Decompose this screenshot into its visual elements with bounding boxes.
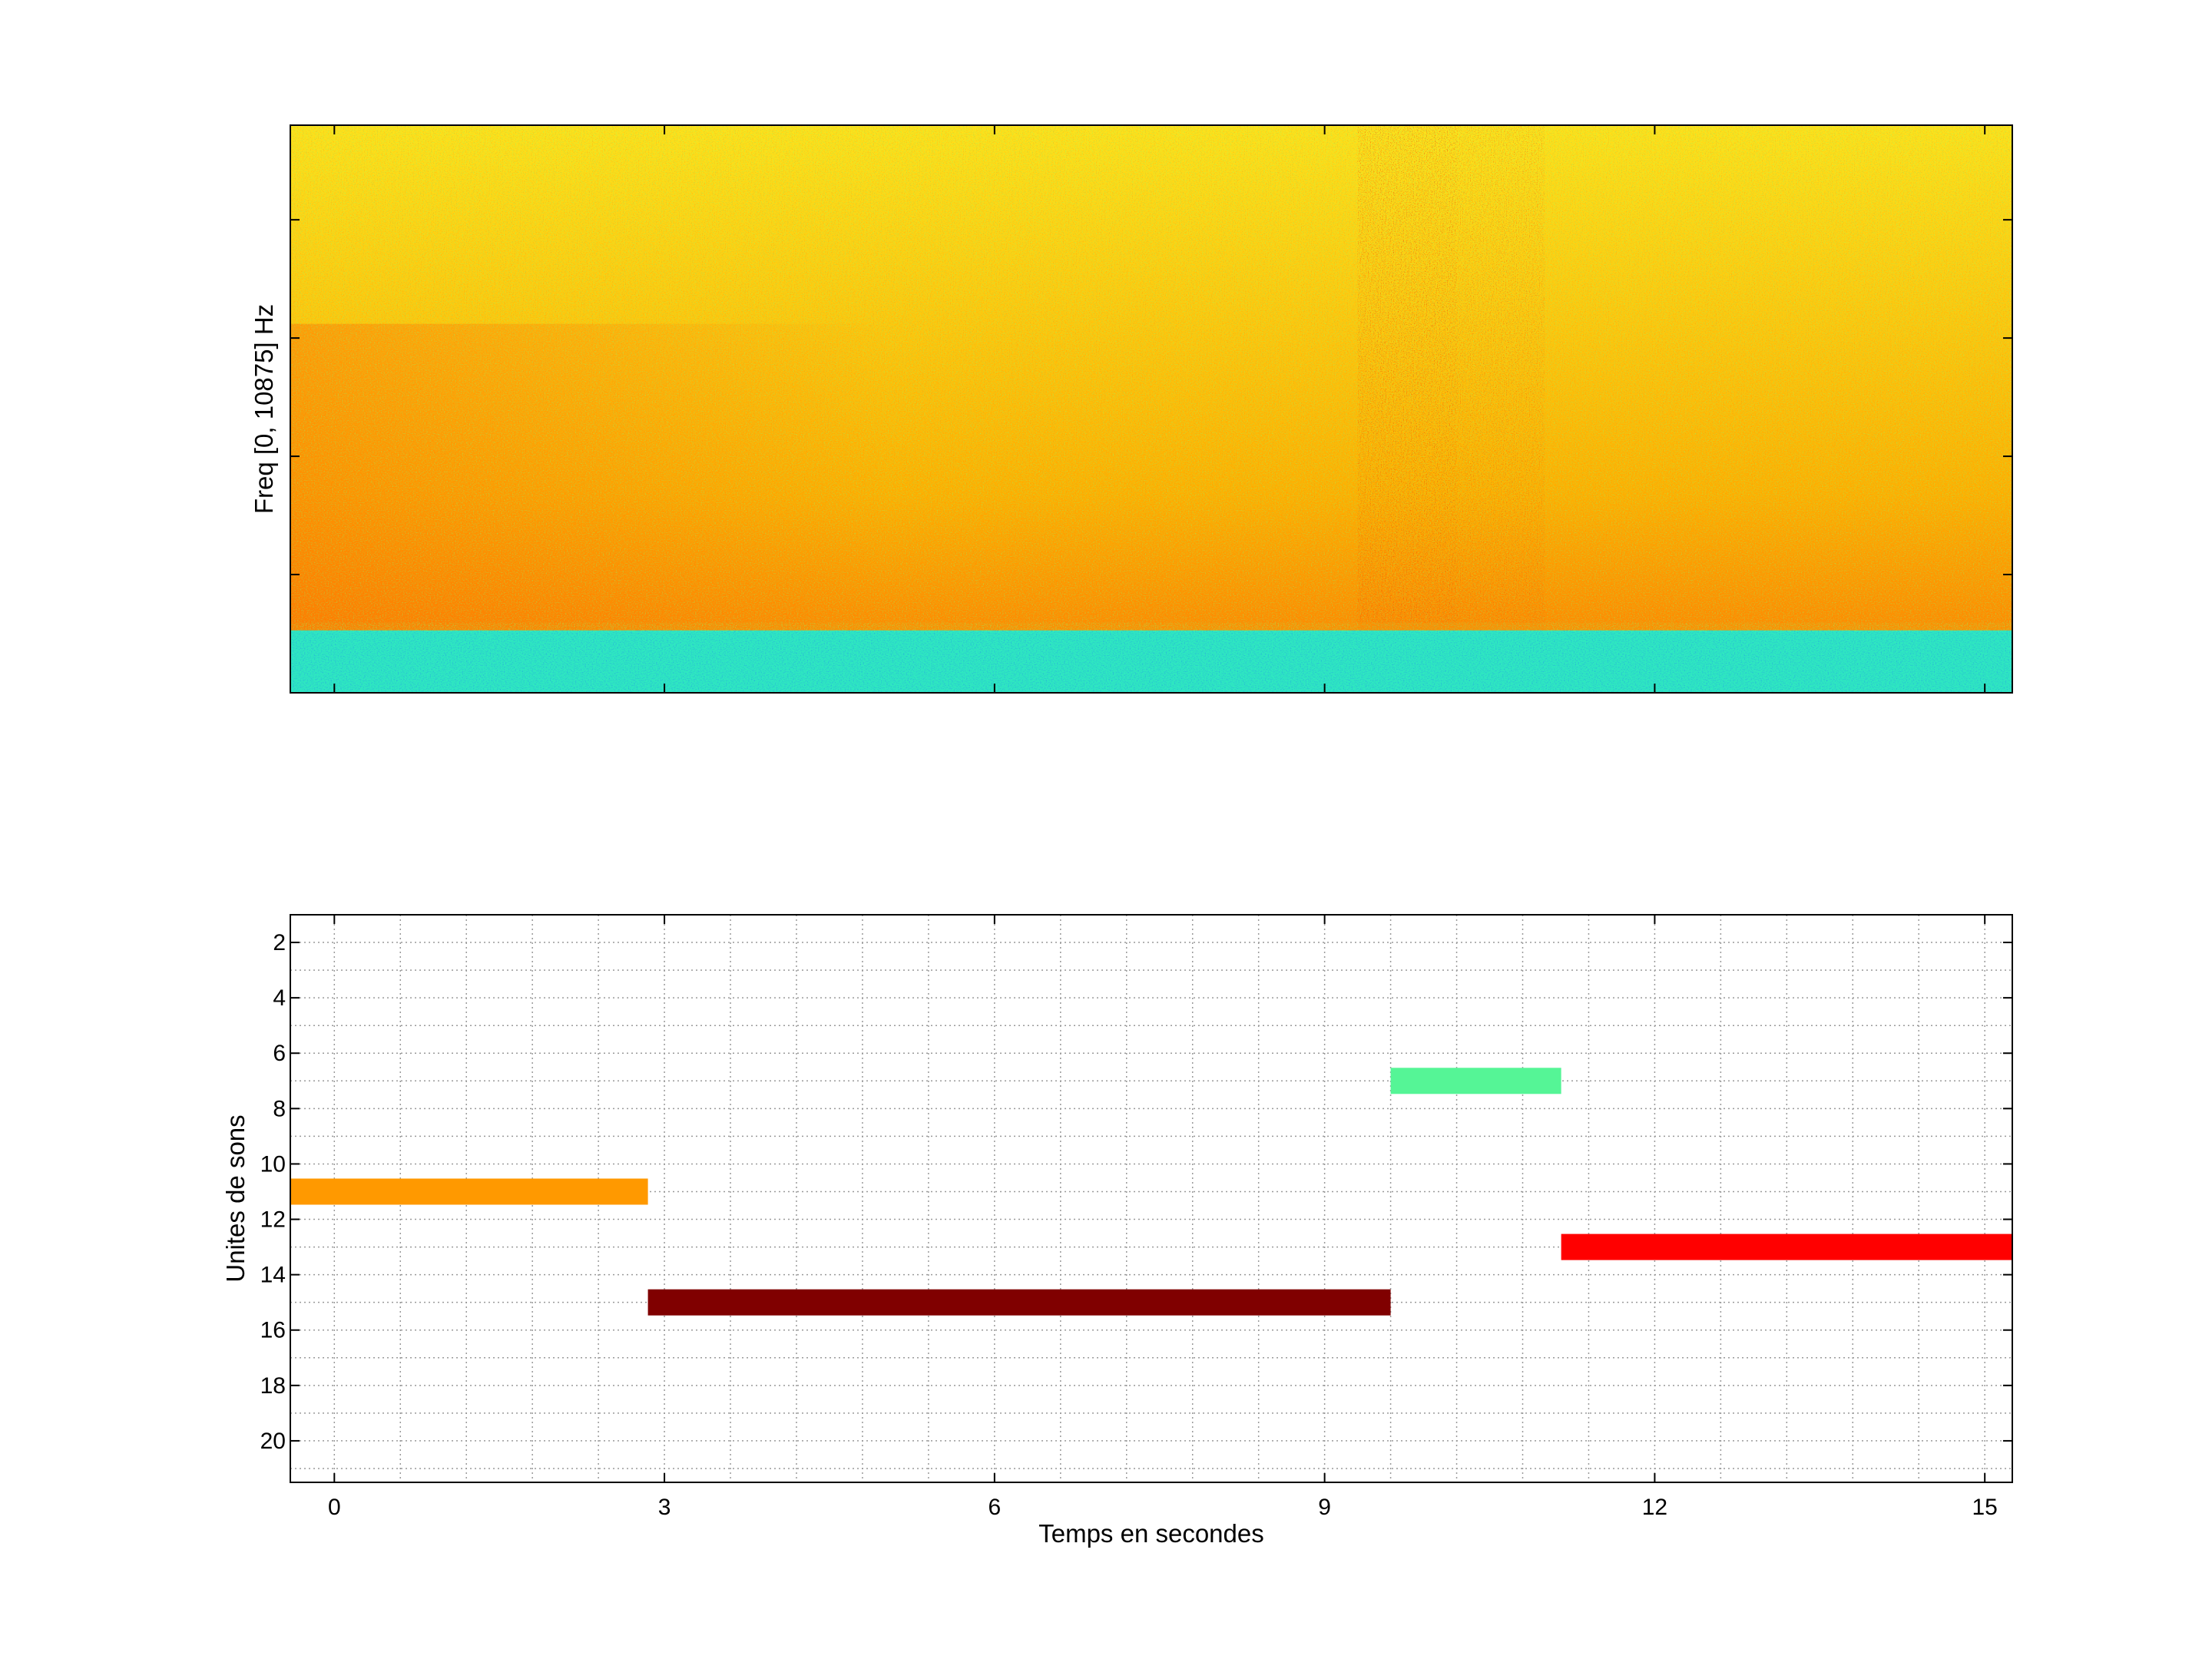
timeline-y-tick-label: 18 <box>260 1373 286 1399</box>
timeline-segments <box>290 1068 2012 1316</box>
timeline-y-tick-label: 4 <box>273 985 286 1011</box>
spectrogram-burst <box>1456 125 1545 693</box>
timeline-x-tick-label: 3 <box>658 1495 671 1520</box>
timeline-y-tick-label: 20 <box>260 1429 286 1454</box>
timeline-y-tick-label: 2 <box>273 930 286 955</box>
spectrogram-low-band-noise <box>290 630 2012 693</box>
timeline-ylabel: Unites de sons <box>221 1114 250 1282</box>
timeline-y-tick-label: 6 <box>273 1041 286 1066</box>
spectrogram-panel: Freq [0, 10875] Hz <box>250 124 2013 694</box>
timeline-y-tick-label: 8 <box>273 1096 286 1121</box>
spectrogram-burst <box>1357 125 1457 693</box>
timeline-grid <box>290 914 2012 1482</box>
timeline-y-tick-label: 12 <box>260 1207 286 1233</box>
timeline-y-tick-label: 14 <box>260 1263 286 1288</box>
timeline-x-tick-label: 9 <box>1318 1495 1331 1520</box>
timeline-panel: 0 3 6 9 12 15 2 4 6 8 10 12 14 16 18 20 Temps en second… <box>221 914 2013 1548</box>
sound-unit-segment <box>1390 1068 1561 1094</box>
spectrogram-ylabel: Freq [0, 10875] Hz <box>250 304 278 514</box>
sound-unit-segment <box>1561 1233 2012 1260</box>
sound-unit-segment <box>647 1289 1391 1316</box>
spectrogram-image <box>290 125 2012 693</box>
spectrogram-frame <box>290 124 2013 694</box>
sound-unit-segment <box>290 1178 648 1205</box>
timeline-frame <box>290 914 2013 1483</box>
timeline-x-tick-label: 15 <box>1972 1495 1997 1520</box>
timeline-xlabel: Temps en secondes <box>1038 1519 1264 1548</box>
timeline-y-tick-label: 10 <box>260 1151 286 1177</box>
timeline-y-tick-label: 16 <box>260 1318 286 1343</box>
timeline-x-tick-label: 0 <box>328 1495 341 1520</box>
timeline-x-tick-label: 6 <box>988 1495 1002 1520</box>
timeline-x-tick-label: 12 <box>1642 1495 1667 1520</box>
spectrogram-band-edge <box>290 622 2012 632</box>
